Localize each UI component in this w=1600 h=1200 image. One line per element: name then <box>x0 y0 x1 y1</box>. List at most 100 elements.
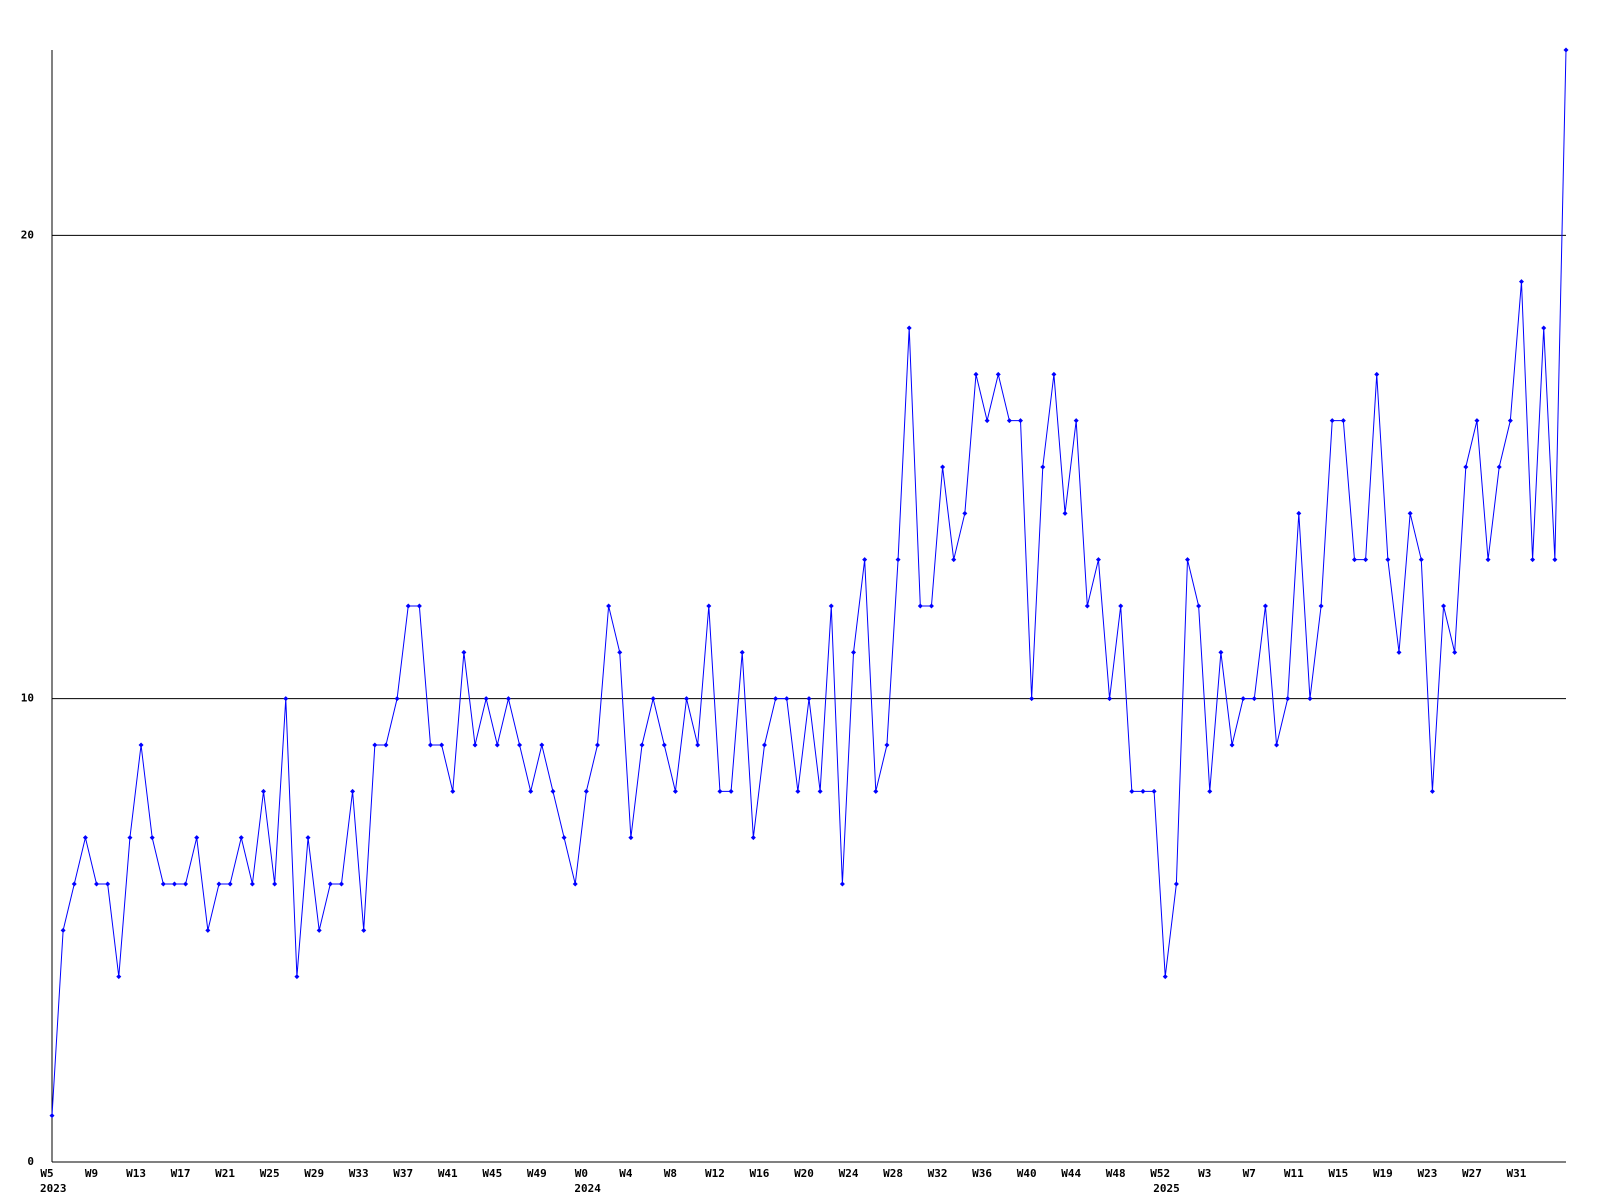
data-point <box>1296 510 1302 516</box>
data-point <box>539 742 545 748</box>
data-point <box>1485 557 1491 563</box>
data-point <box>1207 788 1213 794</box>
data-point <box>294 974 300 980</box>
x-tick-label: W8 <box>664 1167 677 1180</box>
data-point <box>238 835 244 841</box>
data-point <box>1429 788 1435 794</box>
data-point <box>873 788 879 794</box>
x-tick-label: W29 <box>304 1167 324 1180</box>
data-point <box>338 881 344 887</box>
data-point <box>962 510 968 516</box>
data-point <box>71 881 77 887</box>
x-tick-label: W40 <box>1017 1167 1037 1180</box>
data-point <box>628 835 634 841</box>
x-tick-label: W24 <box>839 1167 859 1180</box>
data-point <box>1185 557 1190 563</box>
data-point <box>394 696 400 702</box>
y-tick-label: 10 <box>21 692 34 705</box>
data-point <box>1162 974 1168 980</box>
x-year-label: 2023 <box>40 1182 67 1195</box>
x-tick-label: W11 <box>1284 1167 1304 1180</box>
x-tick-label: W49 <box>527 1167 547 1180</box>
data-point <box>416 603 422 609</box>
data-point <box>1385 557 1391 563</box>
data-point <box>773 696 779 702</box>
data-point <box>1351 557 1357 563</box>
data-point <box>472 742 478 748</box>
x-tick-label: W17 <box>171 1167 191 1180</box>
data-point <box>249 881 255 887</box>
data-point <box>1040 464 1046 470</box>
x-tick-label: W9 <box>85 1167 98 1180</box>
data-point <box>105 881 111 887</box>
data-point <box>1173 881 1179 887</box>
data-point <box>839 881 845 887</box>
data-point <box>862 557 868 563</box>
data-point <box>1563 47 1569 53</box>
x-tick-label: W25 <box>260 1167 280 1180</box>
x-tick-label: W12 <box>705 1167 725 1180</box>
x-tick-label: W45 <box>482 1167 502 1180</box>
data-point <box>272 881 278 887</box>
x-tick-label: W36 <box>972 1167 992 1180</box>
data-point <box>461 649 467 655</box>
data-point <box>116 974 122 980</box>
data-point <box>583 788 589 794</box>
x-tick-label: W15 <box>1328 1167 1348 1180</box>
data-point <box>661 742 667 748</box>
data-point <box>405 603 411 609</box>
data-point <box>372 742 378 748</box>
x-tick-label: W5 <box>40 1167 53 1180</box>
data-point <box>940 464 946 470</box>
data-point <box>227 881 233 887</box>
data-point <box>1374 371 1380 377</box>
data-point <box>951 557 957 563</box>
data-point <box>684 696 690 702</box>
data-point <box>884 742 890 748</box>
x-tick-label: W33 <box>349 1167 369 1180</box>
x-tick-label: W41 <box>438 1167 458 1180</box>
data-point <box>1463 464 1469 470</box>
data-point <box>1262 603 1268 609</box>
data-point <box>1151 788 1157 794</box>
data-point <box>1107 696 1113 702</box>
data-point <box>1474 418 1480 424</box>
data-point <box>1363 557 1369 563</box>
x-tick-label: W13 <box>126 1167 146 1180</box>
data-point <box>216 881 222 887</box>
data-point <box>728 788 734 794</box>
data-point <box>171 881 177 887</box>
data-point <box>828 603 834 609</box>
data-point <box>984 418 990 424</box>
data-point <box>1329 418 1335 424</box>
data-point <box>1518 279 1524 285</box>
x-tick-label: W37 <box>393 1167 413 1180</box>
data-point <box>784 696 790 702</box>
data-point <box>695 742 701 748</box>
data-point <box>606 603 612 609</box>
data-point <box>561 835 567 841</box>
data-point <box>639 742 645 748</box>
data-point <box>1552 557 1558 563</box>
data-point <box>739 649 745 655</box>
data-point <box>1062 510 1068 516</box>
x-year-label: 2025 <box>1153 1182 1180 1195</box>
x-tick-label: W21 <box>215 1167 235 1180</box>
data-point <box>1029 696 1035 702</box>
x-year-label: 2024 <box>574 1182 601 1195</box>
data-point <box>1129 788 1135 794</box>
data-line <box>51 49 1567 1116</box>
data-point <box>194 835 200 841</box>
data-point <box>528 788 534 794</box>
data-point <box>316 927 322 933</box>
data-point <box>973 371 979 377</box>
x-tick-label: W28 <box>883 1167 903 1180</box>
data-point <box>205 927 211 933</box>
data-point <box>1218 649 1224 655</box>
data-point <box>1051 371 1057 377</box>
data-point <box>327 881 333 887</box>
data-point <box>761 742 767 748</box>
data-point <box>160 881 166 887</box>
data-point <box>1073 418 1079 424</box>
data-point <box>1530 557 1536 563</box>
